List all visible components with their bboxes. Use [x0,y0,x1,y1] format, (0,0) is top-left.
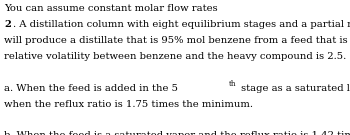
Text: relative volatility between benzene and the heavy compound is 2.5.: relative volatility between benzene and … [4,52,346,61]
Text: a. When the feed is added in the 5: a. When the feed is added in the 5 [4,84,178,93]
Text: will produce a distillate that is 95% mol benzene from a feed that is 50% mol be: will produce a distillate that is 95% mo… [4,36,350,45]
Text: when the reflux ratio is 1.75 times the minimum.: when the reflux ratio is 1.75 times the … [4,100,253,109]
Text: You can assume constant molar flow rates: You can assume constant molar flow rates [4,4,218,13]
Text: . A distillation column with eight equilibrium stages and a partial reboiler and: . A distillation column with eight equil… [13,20,350,29]
Text: b. When the feed is a saturated vapor and the reflux ratio is 1.42 times the min: b. When the feed is a saturated vapor an… [4,131,350,135]
Text: stage as a saturated liquid, find the bottoms composition: stage as a saturated liquid, find the bo… [238,84,350,93]
Text: th: th [229,80,236,88]
Text: 2: 2 [4,20,11,29]
